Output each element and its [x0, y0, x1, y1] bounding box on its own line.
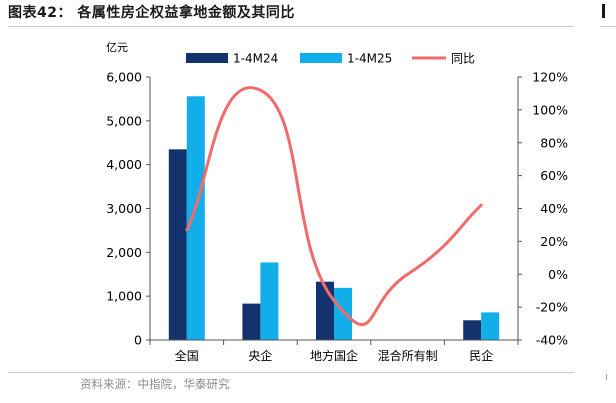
left-axis-tick-label: 4,000	[106, 157, 142, 172]
left-axis-tick-label: 3,000	[106, 201, 142, 216]
x-axis-tick-label: 全国	[175, 348, 199, 363]
title-rule	[8, 26, 574, 27]
left-axis-tick-label: 1,000	[106, 289, 142, 304]
adjacent-title-rule	[600, 26, 616, 27]
adjacent-title-mark	[602, 4, 605, 18]
bar-1-4m24	[242, 303, 261, 340]
bar-1-4m24	[168, 149, 187, 340]
bar-1-4m25	[481, 312, 500, 340]
x-axis-tick-label: 民企	[469, 348, 493, 363]
bottom-rule	[8, 372, 574, 373]
source-note: 资料来源：中指院，华泰研究	[80, 377, 230, 391]
right-axis-tick-label: 40%	[540, 201, 568, 216]
left-axis-tick-label: 0	[134, 333, 142, 348]
x-axis-tick-label: 地方国企	[310, 348, 358, 363]
right-axis-tick-label: 100%	[532, 102, 568, 117]
figure-title: 图表42： 各属性房企权益拿地金额及其同比	[8, 5, 295, 21]
bar-1-4m24	[316, 281, 334, 340]
right-axis-tick-label: 60%	[540, 168, 568, 183]
x-axis-tick-label: 央企	[248, 348, 272, 363]
chart: 亿元 0 1,000 2,000 3,000 4,000 5,000 6,000 -40% -20…	[106, 41, 568, 363]
legend-swatch-1-4m25	[300, 53, 342, 63]
left-axis-tick-label: 2,000	[106, 245, 142, 260]
left-axis-tick-label: 6,000	[106, 70, 142, 85]
bar-1-4m24	[463, 320, 482, 340]
adjacent-figure-edge	[598, 0, 616, 403]
legend-swatch-1-4m24	[186, 53, 228, 63]
bar-1-4m25	[186, 96, 205, 340]
x-axis-tick-label: 混合所有制	[378, 348, 438, 363]
right-axis-tick-label: 0%	[548, 267, 568, 282]
adjacent-source-mark	[606, 374, 613, 380]
legend-label: 1-4M24	[233, 52, 278, 66]
left-axis-tick-label: 5,000	[106, 113, 142, 128]
bar-1-4m25	[260, 262, 279, 340]
legend-label: 同比	[451, 52, 475, 66]
right-axis-tick-label: 20%	[540, 234, 568, 249]
series-line-yoy	[185, 86, 483, 326]
left-axis-unit: 亿元	[106, 41, 128, 54]
right-axis-tick-label: -20%	[536, 300, 568, 315]
right-axis-tick-label: -40%	[536, 333, 568, 348]
legend-label: 1-4M25	[347, 52, 392, 66]
right-axis-tick-label: 80%	[540, 135, 568, 150]
bar-1-4m25	[334, 287, 352, 340]
right-axis-tick-label: 120%	[532, 70, 568, 85]
